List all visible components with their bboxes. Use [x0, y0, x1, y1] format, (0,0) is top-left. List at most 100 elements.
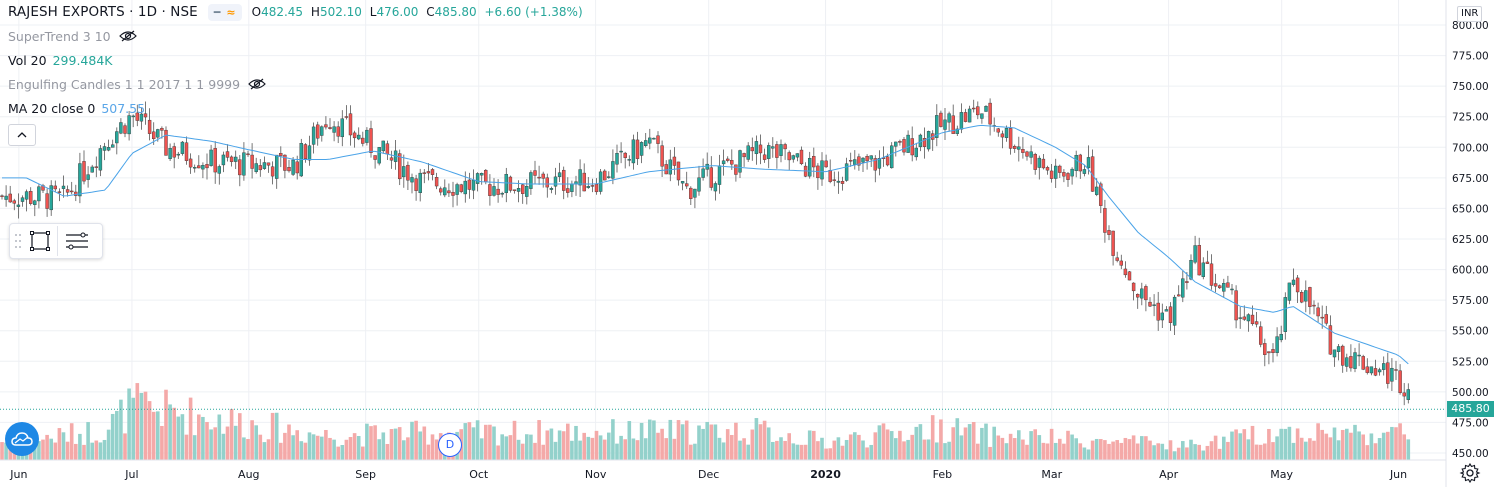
- volume-bar: [914, 426, 919, 460]
- candle-body: [1086, 157, 1091, 169]
- candle-body: [820, 160, 824, 180]
- time-tick-label: Jun: [9, 468, 27, 481]
- candle-body: [225, 151, 230, 158]
- candle-body: [516, 188, 521, 192]
- volume-bar: [959, 435, 964, 460]
- candle-body: [812, 156, 816, 168]
- candle-body: [795, 153, 800, 158]
- legend-controls[interactable]: ━ ≈: [207, 3, 242, 21]
- indicator-volume[interactable]: Vol 20 299.484K: [8, 52, 113, 68]
- candle-body: [422, 172, 426, 174]
- candle-body: [1111, 230, 1115, 256]
- eye-off-icon[interactable]: [248, 78, 266, 90]
- candle-body: [279, 153, 283, 157]
- volume-bar: [1205, 445, 1210, 460]
- drawing-toolbox[interactable]: [9, 223, 103, 259]
- candle-body: [754, 141, 759, 155]
- candle-body: [824, 160, 828, 168]
- candle-body: [45, 193, 49, 209]
- volume-bar: [754, 418, 759, 460]
- candle-body: [1230, 288, 1234, 291]
- indicator-supertrend[interactable]: SuperTrend 3 10: [8, 24, 608, 48]
- candle-body: [672, 156, 677, 166]
- volume-bar: [131, 397, 135, 460]
- volume-bar: [254, 425, 258, 460]
- candle-body: [188, 158, 193, 168]
- volume-bar: [41, 439, 45, 460]
- candle-body: [1004, 128, 1009, 138]
- candle-body: [1328, 325, 1333, 355]
- currency-label[interactable]: INR: [1457, 6, 1483, 22]
- volume-bar: [1308, 438, 1312, 460]
- candle-body: [488, 184, 492, 196]
- candle-body: [762, 154, 767, 160]
- volume-bar: [209, 429, 213, 460]
- candle-body: [373, 155, 377, 160]
- candle-body: [799, 149, 804, 165]
- candle-body: [1135, 293, 1140, 298]
- volume-bar: [1148, 440, 1152, 460]
- candle-body: [1021, 149, 1025, 153]
- volume-bar: [672, 438, 677, 460]
- volume-bar: [463, 423, 468, 460]
- candle-body: [660, 145, 664, 167]
- volume-bar: [74, 443, 78, 460]
- candle-body: [648, 137, 652, 144]
- volume-bar: [557, 430, 562, 460]
- volume-bar: [1209, 441, 1214, 460]
- volume-bar: [943, 443, 947, 460]
- indicator-engulfing[interactable]: Engulfing Candles 1 1 2017 1 1 9999: [8, 72, 608, 96]
- volume-bar: [98, 442, 103, 460]
- volume-bar: [791, 443, 796, 460]
- eye-off-icon[interactable]: [118, 30, 137, 42]
- candle-body: [16, 204, 21, 207]
- volume-bar: [488, 424, 492, 460]
- volume-bar: [1021, 439, 1025, 460]
- wave-icon[interactable]: ≈: [226, 5, 236, 19]
- cloud-logo-icon[interactable]: [5, 422, 39, 456]
- volume-bar: [926, 439, 931, 460]
- indicator-ma[interactable]: MA 20 close 0 507.55: [8, 100, 146, 116]
- grip-icon[interactable]: [13, 231, 23, 251]
- volume-bar: [1263, 443, 1267, 460]
- candle-body: [205, 164, 209, 169]
- collapse-legend-button[interactable]: [8, 124, 36, 146]
- candle-body: [635, 139, 640, 159]
- volume-bar: [311, 434, 316, 460]
- volume-bar: [229, 408, 234, 460]
- candle-body: [726, 158, 730, 161]
- candle-body: [1365, 366, 1370, 373]
- symbol-title[interactable]: RAJESH EXPORTS · 1D · NSE: [8, 4, 198, 20]
- price-tick-label: 500.00: [1452, 387, 1489, 399]
- volume-bar: [1041, 442, 1046, 460]
- volume-bar: [570, 440, 574, 460]
- volume-bar: [803, 444, 808, 460]
- volume-bar: [1099, 439, 1103, 460]
- volume-bar: [635, 440, 640, 460]
- minus-icon[interactable]: ━: [213, 5, 221, 19]
- candle-body: [1226, 282, 1230, 288]
- candle-body: [1312, 304, 1316, 307]
- candle-body: [20, 197, 25, 202]
- volume-bar: [492, 426, 496, 460]
- candle-body: [557, 172, 562, 178]
- volume-bar: [1189, 439, 1193, 460]
- volume-bar: [1074, 438, 1078, 460]
- interval-badge[interactable]: D: [438, 433, 462, 457]
- volume-bar: [795, 444, 800, 460]
- volume-bar: [836, 437, 841, 460]
- candle-body: [541, 173, 545, 179]
- candle-body: [676, 161, 681, 181]
- lines-tool-button[interactable]: [62, 228, 92, 254]
- volume-bar: [242, 437, 246, 460]
- volume-bar: [1258, 444, 1263, 460]
- candle-body: [984, 106, 988, 112]
- volume-bar: [246, 439, 250, 460]
- rectangle-tool-button[interactable]: [27, 228, 53, 254]
- volume-bar: [336, 446, 340, 460]
- candle-body: [1308, 287, 1312, 307]
- volume-bar: [566, 423, 570, 460]
- gear-icon[interactable]: [1459, 462, 1481, 484]
- volume-bar: [1103, 440, 1107, 460]
